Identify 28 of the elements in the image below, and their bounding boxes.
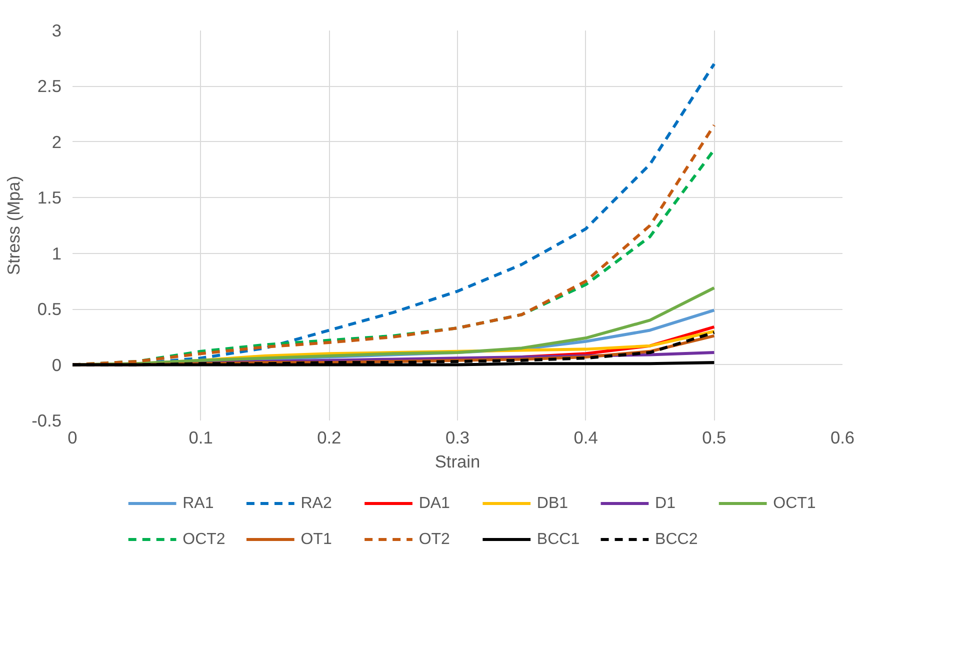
x-tick-label: 0.3 xyxy=(445,428,470,448)
y-tick-label: -0.5 xyxy=(32,410,62,430)
legend-label: OCT2 xyxy=(182,531,226,548)
x-tick-label: 0 xyxy=(68,428,78,448)
legend-label: OT2 xyxy=(418,531,450,548)
x-tick-label: 0.4 xyxy=(574,428,598,448)
x-axis-title: Strain xyxy=(434,452,480,472)
x-tick-label: 0.2 xyxy=(317,428,342,448)
legend-label: OT1 xyxy=(300,531,332,548)
legend-label: BCC2 xyxy=(655,531,698,548)
y-tick-label: 0 xyxy=(52,354,62,375)
x-tick-label: 0.5 xyxy=(702,428,726,448)
x-tick-label: 0.6 xyxy=(830,428,855,448)
legend-label: RA2 xyxy=(300,495,332,512)
y-axis-title: Stress (Mpa) xyxy=(4,176,24,276)
legend-label: D1 xyxy=(655,495,676,512)
legend-label: RA1 xyxy=(182,495,214,512)
y-tick-label: 0.5 xyxy=(37,299,62,320)
legend-label: OCT1 xyxy=(773,495,816,512)
y-tick-label: 2.5 xyxy=(37,76,62,96)
y-tick-label: 1.5 xyxy=(37,188,62,208)
legend-label: BCC1 xyxy=(536,531,580,548)
x-tick-label: 0.1 xyxy=(188,428,213,448)
legend-label: DB1 xyxy=(536,495,568,512)
y-tick-label: 1 xyxy=(52,243,62,264)
y-tick-label: 2 xyxy=(52,132,62,152)
legend-label: DA1 xyxy=(418,495,450,512)
y-tick-label: 3 xyxy=(52,20,62,40)
